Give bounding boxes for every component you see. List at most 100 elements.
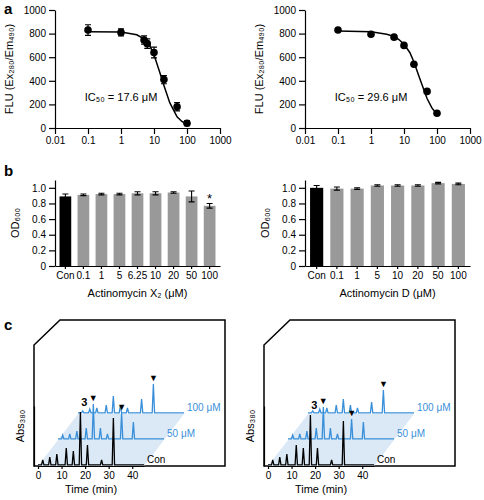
bar: [411, 185, 424, 266]
x-axis-tick-mark: [187, 128, 188, 134]
y-axis-tick: 1.0: [32, 183, 55, 194]
annotation: ▼: [149, 373, 158, 383]
y-axis-title: Abs₃₈₀: [244, 410, 256, 443]
y-axis-tick-label: 0.8: [32, 198, 46, 209]
y-axis-tick: 400: [29, 76, 55, 87]
y-axis-tick-label: 800: [279, 28, 296, 39]
x-axis-tick-mark: [88, 128, 89, 134]
y-axis-tick-mark: [299, 128, 305, 129]
annotation: *: [207, 191, 212, 206]
x-axis-tick-mark: [209, 266, 210, 269]
x-axis-tick-mark: [397, 266, 398, 269]
x-axis-tick-mark: [417, 266, 418, 269]
x-axis-tick-mark: [121, 128, 122, 134]
error-bar: [435, 182, 441, 184]
x-axis-tick: 5: [117, 266, 123, 281]
x-axis-tick-label: 20: [412, 270, 424, 281]
y-axis-line: [34, 407, 35, 467]
x-axis-tick-mark: [438, 266, 439, 269]
y-axis-tick-label: 200: [279, 99, 296, 110]
annotation: ▼: [319, 396, 328, 406]
x-axis-tick-label: Con: [307, 270, 325, 281]
annotation: ▼: [347, 408, 356, 418]
y-axis-tick-label: 0: [40, 261, 46, 272]
trace-label: 50 μM: [397, 428, 425, 439]
plot-area: [310, 182, 465, 266]
data-point: [334, 26, 342, 34]
x-axis: 010203040: [266, 466, 375, 481]
data-point: [84, 26, 92, 34]
x-axis-tick-label: 5: [375, 270, 381, 281]
x-axis-tick-mark: [154, 128, 155, 134]
y-axis-tick: 0.2: [32, 245, 55, 256]
y-axis: [34, 407, 35, 467]
x-axis-tick-label: 1: [99, 270, 105, 281]
y-axis-tick: 0.8: [32, 198, 55, 209]
y-axis-tick-label: 0.4: [282, 229, 296, 240]
x-axis-tick-label: 100: [429, 135, 446, 146]
x-axis-tick-label: 20: [168, 270, 180, 281]
y-axis-tick: 1000: [274, 5, 305, 16]
x-axis-tick-mark: [109, 466, 110, 469]
annotation: ▼: [379, 379, 388, 389]
x-axis-tick-label: 10: [399, 135, 411, 146]
y-axis-tick: 0.8: [282, 198, 305, 209]
y-axis-tick-label: 1000: [24, 5, 47, 16]
plot-area: [334, 26, 441, 117]
y-axis-tick-label: 800: [29, 28, 46, 39]
y-axis-tick-mark: [49, 203, 55, 204]
x-axis-tick-label: 1000: [209, 135, 232, 146]
x-axis-tick-label: 0: [266, 470, 272, 481]
x-axis-tick-mark: [83, 266, 84, 269]
x-axis-tick-label: 1000: [459, 135, 482, 146]
y-axis-tick-mark: [299, 81, 305, 82]
y-axis-tick-mark: [49, 33, 55, 34]
x-axis-tick: 30: [334, 466, 346, 481]
bar: [330, 189, 343, 266]
x-axis-line: [56, 128, 221, 129]
x-axis-tick-label: 1: [369, 135, 375, 146]
floor: [38, 414, 184, 466]
trace-group: 100 μM▼: [78, 373, 221, 413]
y-axis-tick: 0: [40, 261, 55, 272]
x-axis-tick-mark: [336, 266, 337, 269]
y-axis-tick-label: 0.6: [32, 214, 46, 225]
annotation: ▼: [117, 402, 126, 412]
y-axis-tick-label: 0.2: [282, 245, 296, 256]
x-axis-tick-mark: [137, 266, 138, 269]
y-axis-title: FLU (Ex₂₈₀/Em₄₉₀): [253, 24, 265, 114]
x-axis-tick-mark: [458, 266, 459, 269]
x-axis-tick-mark: [268, 466, 269, 469]
annotation: 3: [81, 396, 87, 408]
x-axis-tick: 0.1: [332, 128, 346, 146]
x-axis-title: Actinomycin X₂ (μM): [88, 287, 188, 299]
x-axis-tick: 100: [201, 266, 218, 281]
error-bar: [85, 25, 91, 36]
x-axis-tick-mark: [61, 466, 62, 469]
y-axis-tick-mark: [49, 104, 55, 105]
trace-label: 100 μM: [417, 402, 451, 413]
error-bar: [374, 185, 380, 187]
figure: abc0.010.1110100100002004006008001000FLU…: [0, 0, 484, 500]
error-bar: [354, 188, 360, 190]
x-axis-tick: 0.1: [76, 266, 90, 281]
y-axis-tick: 400: [279, 76, 305, 87]
y-axis-tick-label: 1.0: [282, 183, 296, 194]
y-axis-tick: 0: [290, 261, 305, 272]
x-axis-tick-label: 10: [150, 270, 162, 281]
plot-area: [58, 404, 164, 439]
x-axis-tick-label: 0.1: [330, 270, 344, 281]
floor: [268, 414, 414, 466]
x-axis-tick-mark: [316, 266, 317, 269]
bar: [78, 195, 90, 266]
x-axis-tick-label: 20: [80, 470, 92, 481]
trace-label: 50 μM: [167, 428, 195, 439]
x-axis-tick: 100: [429, 128, 446, 146]
y-axis-tick-label: 0.4: [32, 229, 46, 240]
bar: [150, 193, 162, 266]
x-axis-tick-label: 100: [450, 270, 467, 281]
trace-group: Con: [268, 415, 395, 465]
y-axis-tick-mark: [299, 33, 305, 34]
plot: 0.010.1110100100002004006008001000FLU (E…: [3, 5, 232, 146]
y-axis: 0 0.2 0.4 0.6 0.8 1.0: [32, 181, 55, 272]
